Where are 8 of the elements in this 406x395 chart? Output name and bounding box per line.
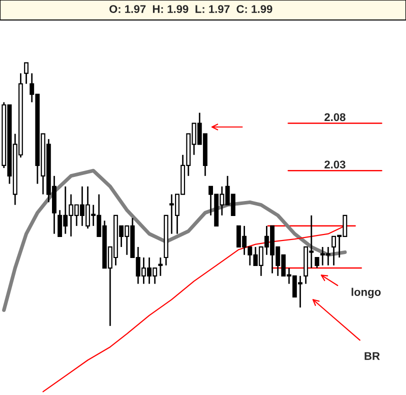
chart-title: O: 1.97 H: 1.99 L: 1.97 C: 1.99 bbox=[109, 5, 272, 13]
candlestick bbox=[314, 256, 320, 269]
text: BR bbox=[364, 352, 380, 360]
annotation: 2.03 bbox=[324, 160, 346, 168]
text: longo bbox=[352, 288, 381, 298]
candlestick bbox=[24, 62, 29, 85]
annotation: 2.08 bbox=[324, 113, 346, 122]
candlestick bbox=[158, 256, 163, 277]
